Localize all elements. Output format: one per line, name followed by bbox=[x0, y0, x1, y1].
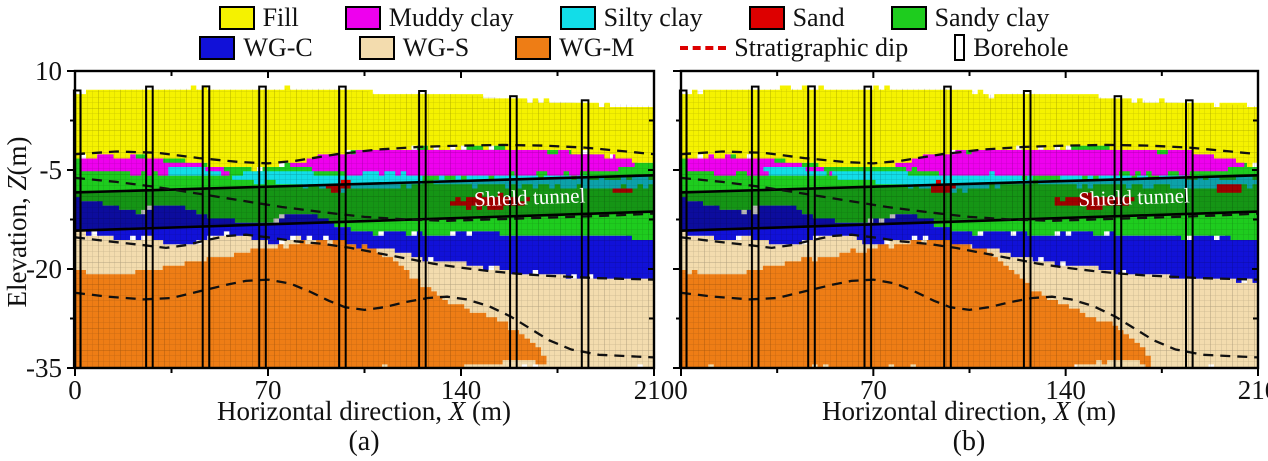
y-tick-label: -35 bbox=[26, 353, 62, 383]
stratigraphic-dip-line-1 bbox=[75, 143, 654, 165]
tunnel-top-line bbox=[681, 173, 1258, 194]
legend-label: WG-M bbox=[559, 32, 635, 62]
y-tick-label: -5 bbox=[40, 155, 63, 185]
legend-item-borehole: Borehole bbox=[954, 32, 1069, 63]
stratigraphic-dip-line-2 bbox=[75, 176, 654, 222]
silty-clay-swatch bbox=[559, 5, 596, 30]
stratigraphic-dip-line-2 bbox=[681, 176, 1258, 222]
stratigraphic-dip-line-4 bbox=[75, 278, 654, 359]
shield-tunnel-label: Shield tunnel bbox=[1078, 183, 1190, 211]
borehole-icon bbox=[954, 34, 966, 61]
stratigraphic-dip-line-1 bbox=[681, 143, 1258, 165]
x-tick-label: 140 bbox=[1045, 375, 1086, 405]
stratigraphic-dip-line-3 bbox=[75, 233, 654, 281]
legend-label: Borehole bbox=[973, 32, 1069, 62]
legend-label: Silty clay bbox=[603, 2, 703, 32]
stratigraphic-dip-line-4 bbox=[681, 278, 1258, 359]
panel-caption-b: (b) bbox=[952, 426, 986, 457]
soil-layers bbox=[681, 85, 1258, 368]
wg-c-swatch bbox=[199, 35, 236, 60]
legend-item-sand: Sand bbox=[748, 2, 845, 33]
x-tick-label: 140 bbox=[441, 375, 482, 405]
legend-row: Fill Muddy clay Silty clay Sand Sandy clay bbox=[218, 2, 1050, 33]
x-tick-label: 210 bbox=[634, 375, 675, 405]
x-tick-label: 0 bbox=[68, 375, 82, 405]
tunnel-bottom-line bbox=[681, 210, 1258, 233]
legend-item-silty-clay: Silty clay bbox=[559, 2, 703, 33]
cross-section-plot-b: Shield tunnel 0 70 140 210 bbox=[673, 69, 1268, 405]
legend: Fill Muddy clay Silty clay Sand Sandy clay WG… bbox=[0, 0, 1268, 62]
x-tick-label: 210 bbox=[1238, 375, 1268, 405]
x-axis-label: Horizontal direction, X (m) bbox=[217, 396, 511, 426]
x-tick-label: 70 bbox=[860, 375, 887, 405]
legend-item-fill: Fill bbox=[218, 2, 299, 33]
wg-s-swatch bbox=[358, 35, 395, 60]
panel-caption-a: (a) bbox=[348, 426, 380, 457]
fill-swatch bbox=[218, 5, 255, 30]
legend-item-wg-m: WG-M bbox=[515, 33, 634, 63]
legend-item-wg-c: WG-C bbox=[199, 32, 313, 63]
legend-item-wg-s: WG-S bbox=[358, 32, 470, 63]
tunnel-bottom-line bbox=[75, 210, 654, 233]
legend-label: Muddy clay bbox=[388, 2, 514, 32]
legend-item-stratigraphic-dip: Stratigraphic dip bbox=[680, 33, 908, 63]
legend-row: WG-C WG-S WG-M Stratigraphic dip Borehole bbox=[199, 32, 1069, 63]
legend-label: WG-C bbox=[243, 32, 313, 62]
soil-layers bbox=[75, 85, 654, 368]
stratigraphic-dip-icon bbox=[680, 45, 727, 50]
legend-item-sandy-clay: Sandy clay bbox=[890, 2, 1050, 33]
y-tick-label: 10 bbox=[35, 56, 62, 86]
sandy-clay-swatch bbox=[890, 5, 927, 30]
tunnel-top-line bbox=[75, 173, 654, 194]
x-axis-label: Horizontal direction, X (m) bbox=[822, 396, 1116, 426]
legend-label: WG-S bbox=[402, 32, 470, 62]
stratigraphic-dip-line-3 bbox=[681, 233, 1258, 281]
sand-swatch bbox=[748, 5, 785, 30]
shield-tunnel-label: Shield tunnel bbox=[474, 183, 586, 211]
legend-label: Fill bbox=[262, 2, 299, 32]
legend-item-muddy-clay: Muddy clay bbox=[344, 2, 514, 33]
x-tick-label: 0 bbox=[674, 375, 688, 405]
x-tick-label: 70 bbox=[255, 375, 282, 405]
cross-section-plot-a: Shield tunnel 0 70 140 210 10 -5 -20 -35 bbox=[26, 56, 674, 405]
y-tick-label: -20 bbox=[26, 254, 62, 284]
muddy-clay-swatch bbox=[344, 5, 381, 30]
legend-label: Sandy clay bbox=[934, 2, 1050, 32]
wg-m-swatch bbox=[515, 35, 552, 60]
legend-label: Stratigraphic dip bbox=[734, 32, 909, 62]
legend-label: Sand bbox=[792, 2, 845, 32]
